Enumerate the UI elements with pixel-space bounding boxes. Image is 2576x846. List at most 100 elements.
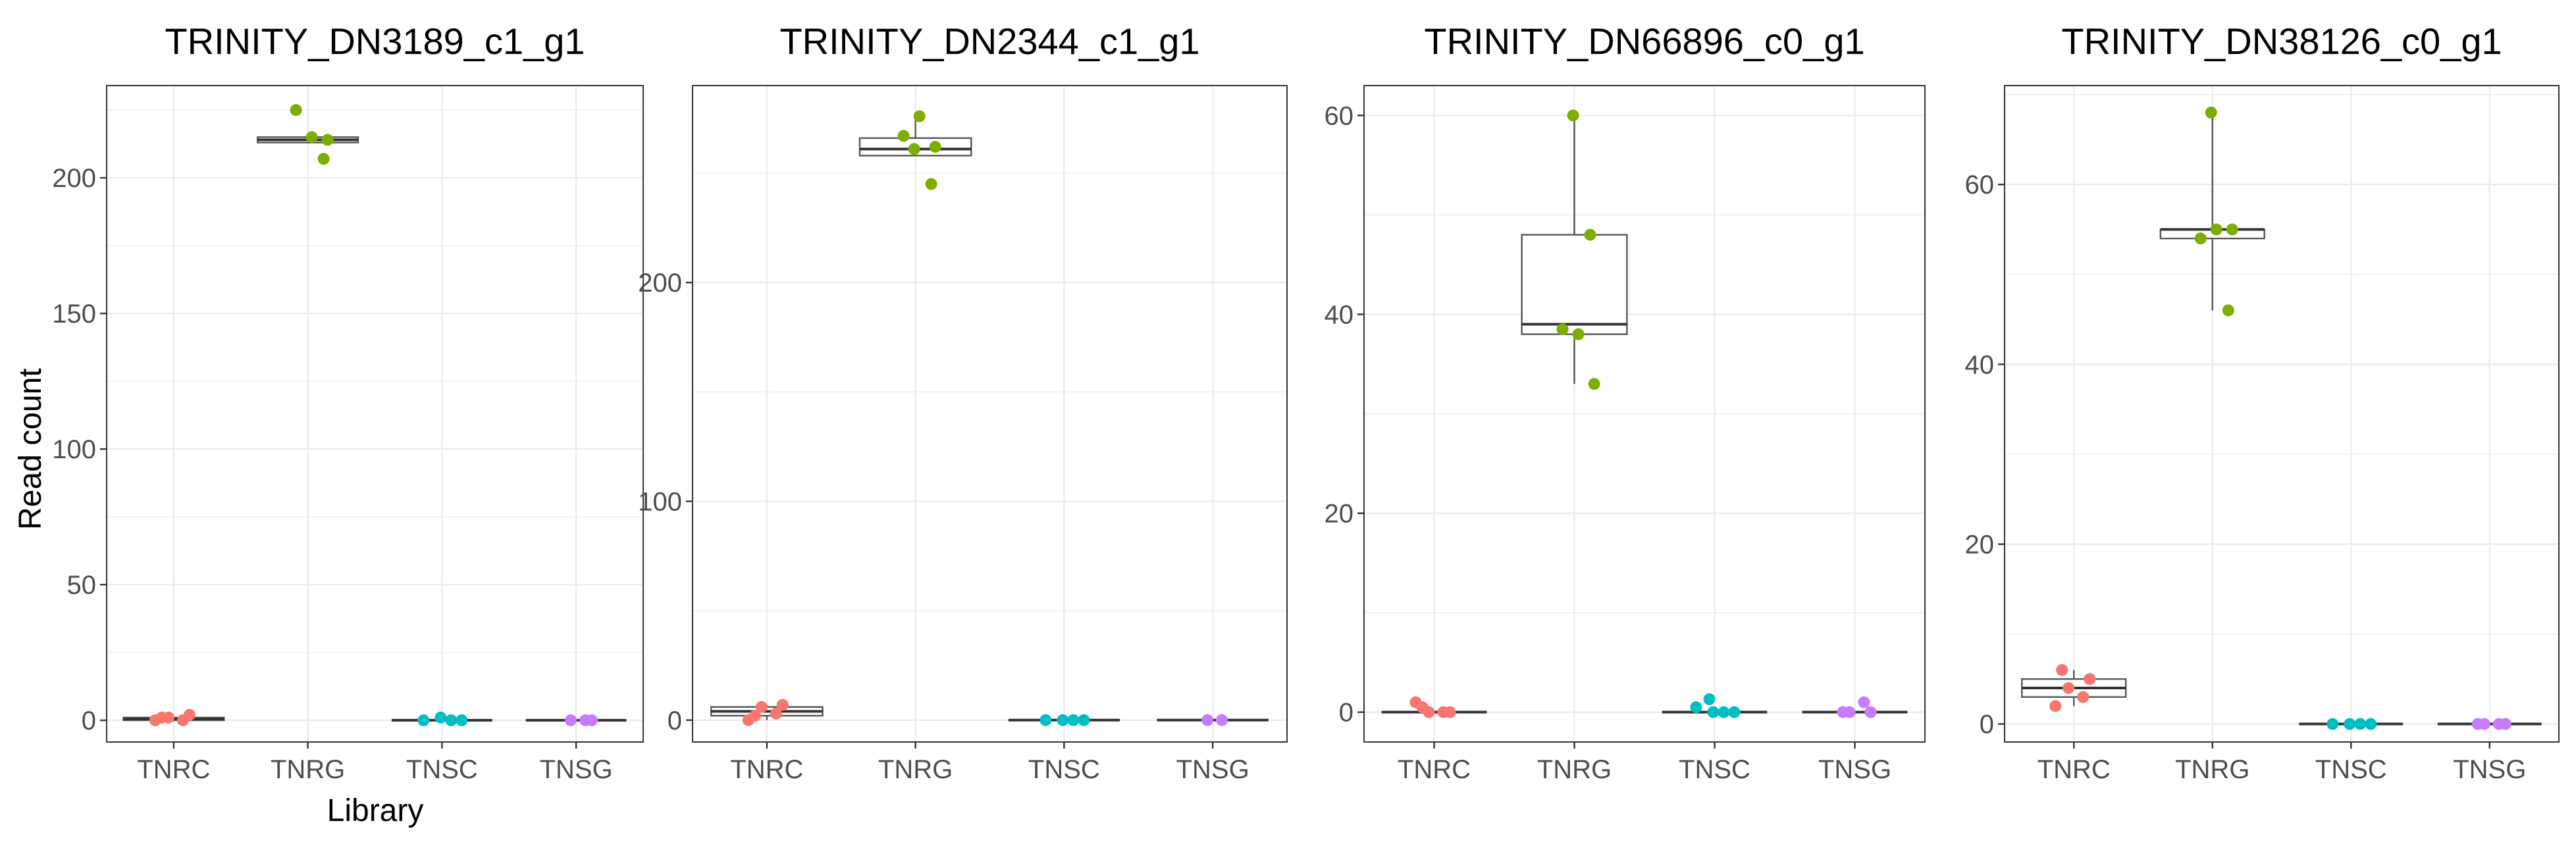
y-tick-label: 20 <box>1965 531 1995 560</box>
data-point-TNRG <box>913 110 926 122</box>
y-tick-label: 100 <box>638 487 682 516</box>
data-point-TNSC <box>445 714 458 727</box>
x-tick-label: TNRG <box>271 755 345 784</box>
y-tick-label: 20 <box>1325 500 1354 529</box>
data-point-TNRG <box>929 141 941 153</box>
chart-title: TRINITY_DN3189_c1_g1 <box>165 20 585 62</box>
panel-border <box>106 85 644 743</box>
y-tick-label: 200 <box>638 269 682 298</box>
data-point-TNRC <box>2084 673 2096 685</box>
data-point-TNSG <box>1201 714 1214 726</box>
x-tick-label: TNRC <box>137 755 210 784</box>
data-point-TNRC <box>776 699 789 711</box>
data-point-TNSC <box>1067 714 1080 726</box>
data-point-TNRG <box>305 131 318 144</box>
y-tick-label: 60 <box>1325 101 1354 130</box>
data-point-TNSG <box>2499 718 2511 730</box>
chart-title: TRINITY_DN66896_c0_g1 <box>1424 20 1864 62</box>
data-point-TNSC <box>456 714 468 727</box>
x-tick-label: TNRC <box>2037 755 2111 784</box>
y-tick-label: 0 <box>668 706 682 735</box>
y-tick-label: 0 <box>1980 710 1994 739</box>
data-point-TNSC <box>1718 706 1730 718</box>
data-point-TNRC <box>2077 691 2090 703</box>
x-tick-label: TNRG <box>1537 755 1612 784</box>
data-point-TNRC <box>2063 682 2075 695</box>
data-point-TNRG <box>1572 328 1585 340</box>
data-point-TNRG <box>321 134 334 146</box>
x-tick-label: TNSG <box>2453 755 2526 784</box>
x-tick-label: TNRG <box>2175 755 2249 784</box>
data-point-TNSG <box>586 714 598 727</box>
y-tick-label: 40 <box>1965 350 1995 379</box>
x-tick-label: TNSC <box>1028 755 1100 784</box>
chart-panel-3: 0 20 40 60 TNRC TNRG TNSC TNSG TRINITY_DN66896_c… <box>1325 20 1926 784</box>
x-tick-label: TNSC <box>1679 755 1750 784</box>
y-tick-label: 0 <box>82 706 96 735</box>
chart-panel-4: 0 20 40 60 TNRC TNRG TNSC TNSG TRINITY_DN38126_c… <box>1965 20 2560 784</box>
data-point-TNRC <box>755 701 768 713</box>
x-tick-label: TNSG <box>540 755 613 784</box>
data-point-TNSC <box>2365 718 2377 730</box>
data-point-TNRC <box>749 710 761 722</box>
y-tick-label: 150 <box>52 300 96 329</box>
y-tick-label: 0 <box>1339 699 1354 727</box>
x-tick-label: TNSG <box>1818 755 1891 784</box>
data-point-TNSC <box>1707 706 1720 718</box>
data-point-TNSG <box>565 714 577 727</box>
data-point-TNRC <box>155 711 168 724</box>
y-tick-label: 50 <box>67 571 97 600</box>
panel-border <box>692 85 1288 743</box>
data-point-TNRG <box>2194 232 2207 245</box>
data-point-TNRG <box>1567 109 1579 122</box>
data-point-TNRG <box>2226 223 2238 236</box>
data-point-TNSC <box>434 711 447 724</box>
data-point-TNRG <box>925 178 937 190</box>
data-point-TNSC <box>2326 718 2339 730</box>
data-point-TNSC <box>1728 706 1741 718</box>
x-tick-label: TNSG <box>1176 755 1249 784</box>
data-point-TNSC <box>417 714 430 727</box>
data-point-TNRG <box>290 104 302 117</box>
y-tick-label: 100 <box>52 435 96 464</box>
data-point-TNRC <box>2056 664 2068 676</box>
data-point-TNRC <box>1416 701 1429 714</box>
data-point-TNSC <box>1703 693 1716 706</box>
chart-title: TRINITY_DN38126_c0_g1 <box>2061 20 2502 62</box>
data-point-TNSC <box>1078 714 1090 726</box>
chart-panel-1: 0 50 100 150 200 TNRC TNRG TNSC TNSG TRINITY_DN31… <box>52 20 644 784</box>
data-point-TNSG <box>1864 706 1877 718</box>
data-point-TNSG <box>1858 696 1870 708</box>
y-tick-label: 40 <box>1325 300 1354 329</box>
data-point-TNRG <box>317 153 330 165</box>
data-point-TNRG <box>1556 323 1569 336</box>
chart-panel-2: 0 100 200 TNRC TNRG TNSC TNSG TRINITY_DN2344_c1… <box>638 20 1288 784</box>
x-tick-label: TNSC <box>2315 755 2387 784</box>
data-point-TNRC <box>2049 700 2062 712</box>
data-point-TNRG <box>908 143 920 155</box>
x-tick-label: TNSC <box>406 755 478 784</box>
data-point-TNRG <box>1584 228 1596 241</box>
data-point-TNSC <box>2344 718 2356 730</box>
data-point-TNRG <box>2222 304 2234 317</box>
data-point-TNSG <box>1216 714 1228 726</box>
y-tick-label: 60 <box>1965 171 1995 199</box>
x-tick-label: TNRG <box>878 755 953 784</box>
data-point-TNRG <box>897 130 910 142</box>
chart-title: TRINITY_DN2344_c1_g1 <box>779 20 1199 62</box>
data-point-TNRC <box>183 708 196 721</box>
x-tick-label: TNRC <box>730 755 803 784</box>
data-point-TNRG <box>2205 106 2217 119</box>
panel-border <box>1363 85 1926 743</box>
data-point-TNSG <box>1837 706 1849 718</box>
data-point-TNRG <box>2210 223 2222 236</box>
y-axis-label: Read count <box>13 368 48 530</box>
data-point-TNSG <box>2471 718 2484 730</box>
data-point-TNSC <box>1039 714 1052 726</box>
box-TNRG <box>1521 234 1628 335</box>
data-point-TNSC <box>1690 701 1702 714</box>
panel-border <box>2004 85 2560 743</box>
x-tick-label: TNRC <box>1398 755 1471 784</box>
data-point-TNRG <box>1588 378 1600 390</box>
